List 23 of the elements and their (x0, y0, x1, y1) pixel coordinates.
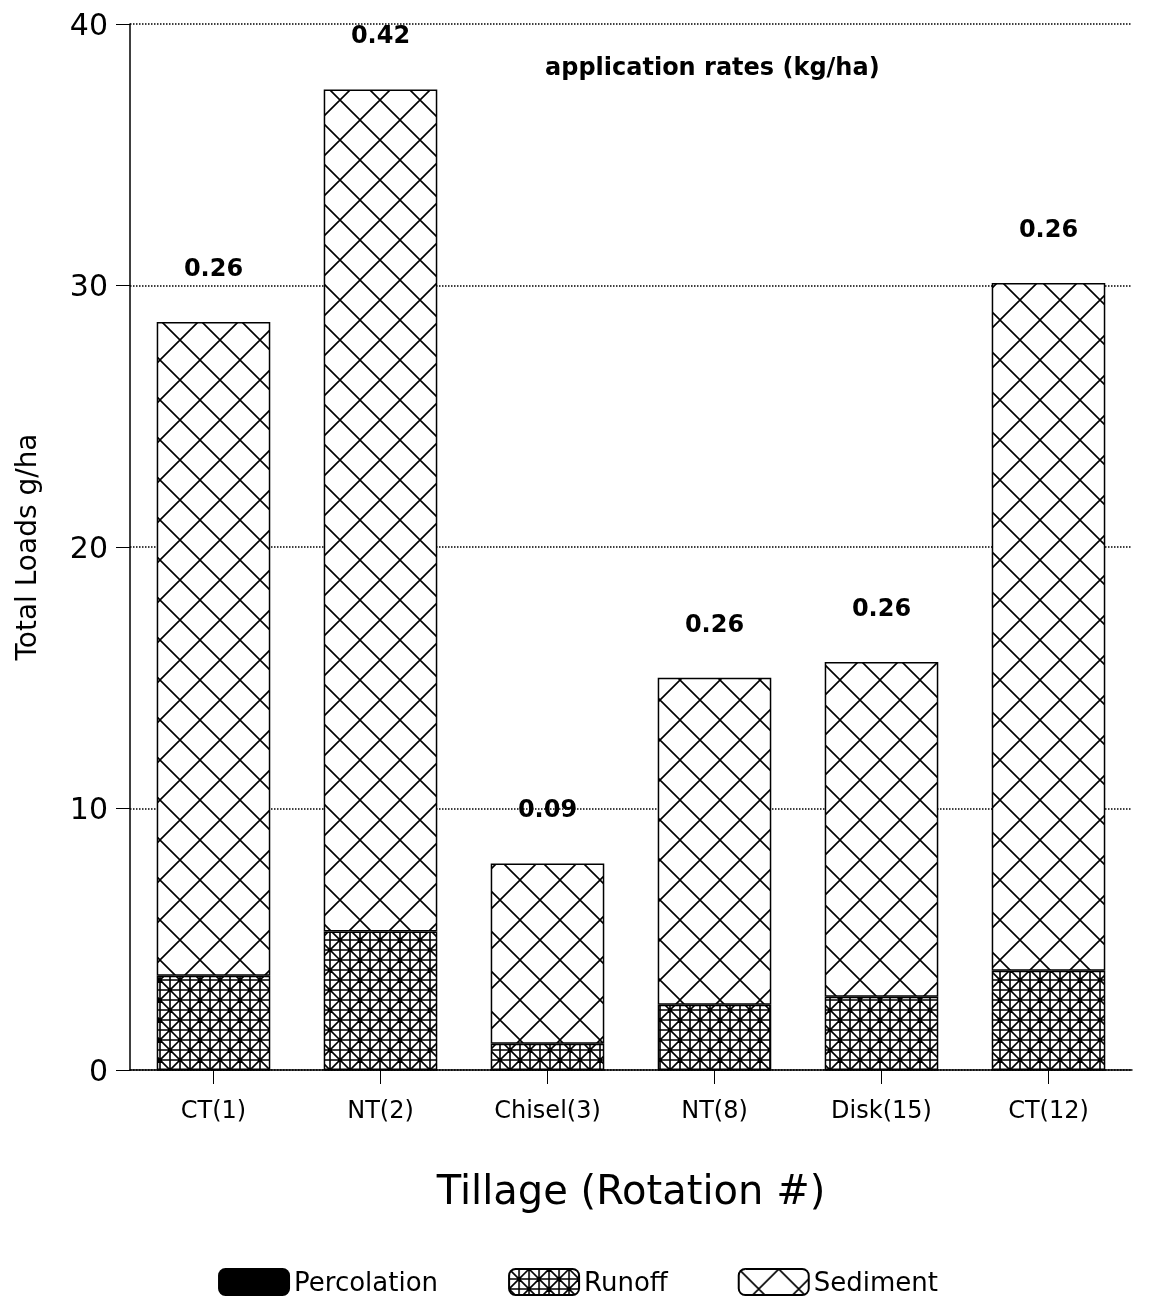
annotation: application rates (kg/ha) (545, 53, 880, 81)
y-tick-label: 0 (88, 1052, 108, 1088)
annotation: 0.09 (517, 795, 578, 824)
x-tick-label: Chisel(3) (494, 1096, 601, 1124)
y-tick-label: 40 (69, 6, 108, 42)
y-tick-label: 10 (69, 791, 108, 826)
legend-label: Percolation (294, 1267, 439, 1297)
x-tick-label: CT(1) (180, 1096, 247, 1124)
annotation: 0.42 (350, 21, 411, 50)
annotation: 0.26 (183, 254, 244, 283)
annotation: 0.26 (684, 609, 745, 638)
x-axis-title: Tillage (Rotation #) (435, 1167, 826, 1213)
y-axis-title: Total Loads g/ha (9, 433, 43, 662)
x-tick-label: NT(8) (681, 1096, 748, 1124)
x-tick-label: NT(2) (347, 1096, 414, 1124)
x-tick-label: Disk(15) (831, 1096, 932, 1124)
annotation: 0.26 (851, 594, 912, 623)
y-tick-label: 20 (69, 529, 108, 565)
annotation: 0.26 (1018, 214, 1079, 243)
y-tick-label: 30 (69, 268, 108, 303)
legend-label: Sediment (813, 1267, 938, 1297)
x-tick-label: CT(12) (1008, 1096, 1089, 1124)
legend-label: Runoff (584, 1267, 669, 1297)
